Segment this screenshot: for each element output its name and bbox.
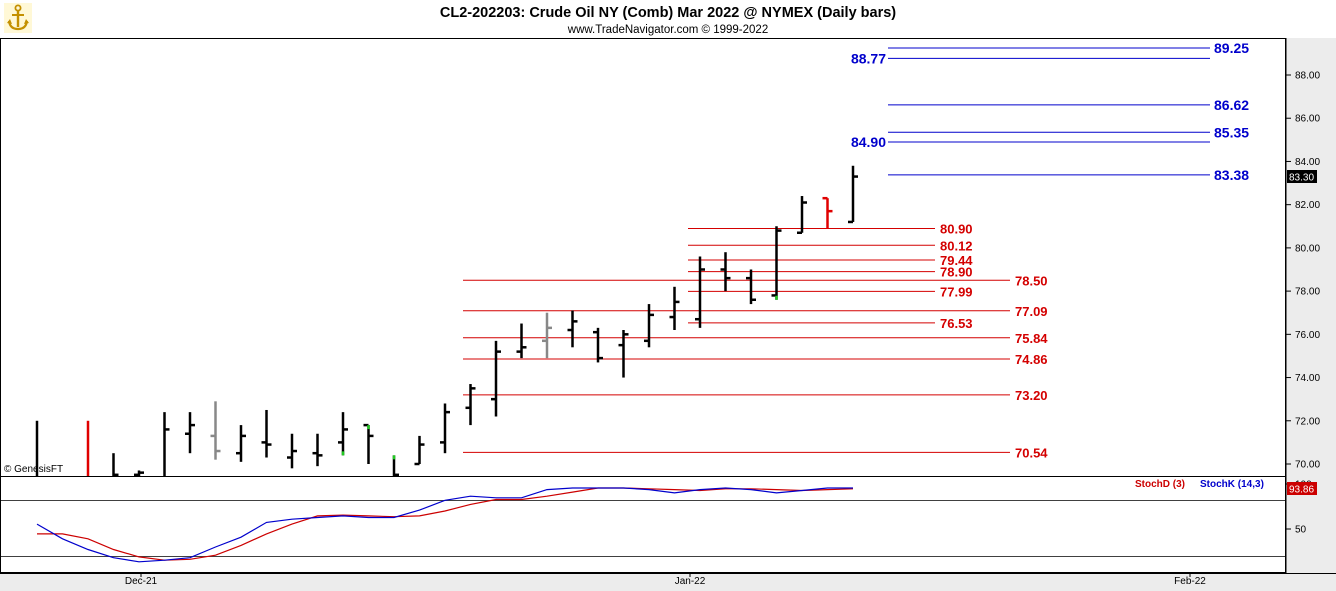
support-level-label: 79.44 <box>940 253 973 268</box>
ohlc-bar <box>210 401 221 460</box>
ohlc-bar <box>491 340 501 417</box>
support-level-label: 77.99 <box>940 284 973 299</box>
stoch-value-tag-bg <box>1287 482 1317 495</box>
chart-title: CL2-202203: Crude Oil NY (Comb) Mar 2022… <box>440 5 896 21</box>
ohlc-bar <box>797 196 807 235</box>
last-price-tag: 83.30 <box>1289 173 1314 184</box>
time-tick-label: Jan-22 <box>675 576 706 587</box>
stoch-panel <box>0 476 1286 573</box>
stoch-d-line <box>37 487 854 561</box>
price-tick-label: 82.00 <box>1295 200 1320 211</box>
ohlc-bar <box>542 312 552 359</box>
resistance-level-label: 88.77 <box>851 50 886 66</box>
support-level-label: 73.20 <box>1015 388 1048 403</box>
price-axis-ticks: 70.00 72.00 74.00 76.00 78.00 80.00 82.00 84.00… <box>1286 71 1320 471</box>
ohlc-bar <box>618 330 629 378</box>
ohlc-bar <box>287 433 297 469</box>
price-tick-label: 74.00 <box>1295 373 1320 384</box>
chart-subtitle: www.TradeNavigator.com © 1999-2022 <box>567 24 768 36</box>
support-level-label: 80.12 <box>940 238 973 253</box>
stoch-k-legend: StochK (14,3) <box>1200 479 1264 490</box>
support-level-label: 76.53 <box>940 316 973 331</box>
ohlc-bar <box>516 323 527 359</box>
resistance-level-label: 89.25 <box>1214 40 1249 56</box>
support-level-label: 80.90 <box>940 221 973 236</box>
anchor-logo-icon <box>4 3 32 33</box>
watermark: © GenesisFT <box>4 464 63 475</box>
price-tick-label: 72.00 <box>1295 416 1320 427</box>
ohlc-bar <box>163 412 170 476</box>
resistance-level-label: 83.38 <box>1214 167 1249 183</box>
support-level-label: 70.54 <box>1015 445 1048 460</box>
support-level-label: 77.09 <box>1015 304 1048 319</box>
ohlc-bar <box>185 412 195 454</box>
support-level-label: 75.84 <box>1015 331 1048 346</box>
support-level-label: 78.50 <box>1015 273 1048 288</box>
support-resistance-levels: 89.25 88.77 86.62 85.35 84.90 83.38 80.90 80.12… <box>463 40 1249 460</box>
price-tick-label: 86.00 <box>1295 114 1320 125</box>
ohlc-bar <box>593 327 603 363</box>
ohlc-bar <box>669 286 680 331</box>
price-tick-label: 76.00 <box>1295 330 1320 341</box>
stoch-value-tag: 93.86 <box>1289 485 1314 496</box>
ohlc-bar <box>261 409 272 458</box>
ohlc-bar <box>771 226 782 300</box>
resistance-level-label: 84.90 <box>851 134 886 150</box>
time-tick-label: Feb-22 <box>1174 576 1206 587</box>
ohlc-bar <box>134 470 144 477</box>
ohlc-bar <box>414 435 425 466</box>
stoch-tick-label: 50 <box>1295 525 1307 536</box>
time-axis-ticks: Dec-21 Jan-22 Feb-22 <box>125 573 1206 587</box>
price-tick-label: 78.00 <box>1295 287 1320 298</box>
last-price-tag-bg <box>1287 170 1317 183</box>
ohlc-bar <box>236 425 246 462</box>
ohlc-bar <box>465 384 476 426</box>
support-level-label: 78.90 <box>940 265 973 280</box>
ohlc-bar <box>567 310 578 348</box>
resistance-level-label: 86.62 <box>1214 97 1249 113</box>
price-tick-label: 84.00 <box>1295 157 1320 168</box>
price-panel <box>0 38 1286 477</box>
time-axis <box>0 573 1336 591</box>
ohlc-bar <box>392 455 399 477</box>
ohlc-bar <box>112 453 119 477</box>
resistance-level-label: 85.35 <box>1214 124 1249 140</box>
stochastic-indicator: 50100 <box>0 480 1312 563</box>
ohlc-bar <box>695 256 705 328</box>
support-level-label: 74.86 <box>1015 352 1048 367</box>
ohlc-bar <box>312 433 323 467</box>
ohlc-bar <box>440 403 450 454</box>
ohlc-bar <box>720 252 731 292</box>
price-tick-label: 88.00 <box>1295 71 1320 82</box>
price-bars <box>35 165 858 477</box>
stoch-d-legend: StochD (3) <box>1135 479 1185 490</box>
stoch-k-line <box>36 487 853 563</box>
ohlc-bar <box>848 165 858 224</box>
price-tick-label: 80.00 <box>1295 243 1320 254</box>
time-tick-label: Dec-21 <box>125 576 158 587</box>
ohlc-bar <box>363 423 374 464</box>
ohlc-bar <box>644 304 654 348</box>
ohlc-bar <box>338 412 348 456</box>
ohlc-bar <box>746 269 756 305</box>
ohlc-bar <box>822 196 833 229</box>
price-tick-label: 70.00 <box>1295 460 1320 471</box>
